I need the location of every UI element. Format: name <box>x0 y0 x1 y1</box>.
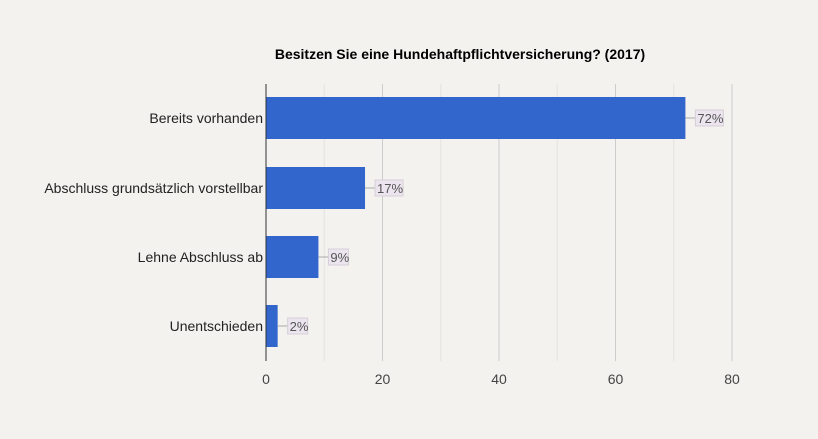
x-tick-label: 60 <box>608 371 624 387</box>
data-label: 72% <box>697 111 723 126</box>
bar <box>266 97 686 139</box>
x-tick-label: 40 <box>491 371 507 387</box>
data-label-box <box>287 317 309 335</box>
data-label: 17% <box>377 181 403 196</box>
bar <box>266 305 278 347</box>
category-label: Unentschieden <box>170 318 263 334</box>
data-label-box <box>694 109 724 127</box>
category-label: Bereits vorhanden <box>149 110 263 126</box>
data-label-box <box>374 179 404 197</box>
x-tick-label: 80 <box>724 371 740 387</box>
chart-title: Besitzen Sie eine Hundehaftpflichtversic… <box>275 46 645 62</box>
bar <box>266 167 366 209</box>
category-label: Lehne Abschluss ab <box>138 249 264 265</box>
data-label: 2% <box>290 319 309 334</box>
category-label: Abschluss grundsätzlich vorstellbar <box>44 180 263 196</box>
x-tick-label: 0 <box>262 371 270 387</box>
data-label: 9% <box>330 250 349 265</box>
x-tick-label: 20 <box>375 371 391 387</box>
bar <box>266 236 319 278</box>
data-label-box <box>327 248 349 266</box>
